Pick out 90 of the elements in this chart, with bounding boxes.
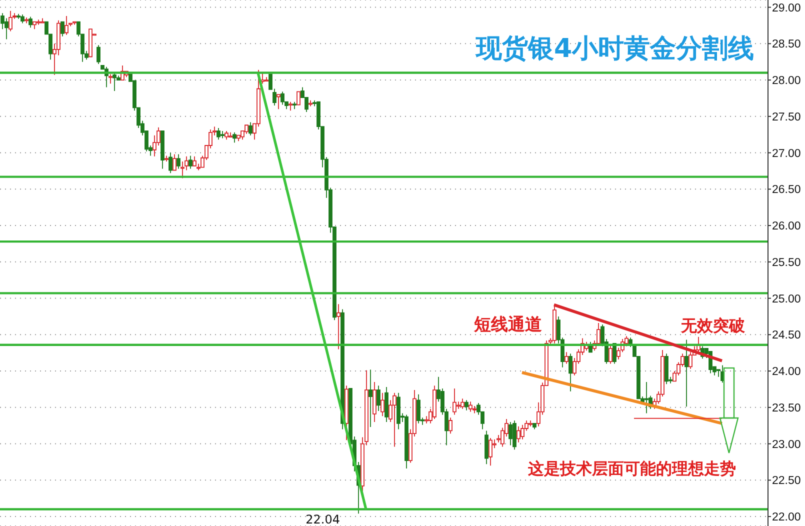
candlestick (608, 344, 612, 364)
candlestick (160, 130, 164, 170)
candlestick (236, 134, 240, 142)
y-tick-label: 22.50 (772, 475, 801, 488)
candlestick (112, 72, 116, 92)
y-tick-label: 24.00 (772, 366, 801, 378)
candlestick (72, 21, 76, 26)
candlestick (472, 406, 476, 414)
annotation: 这是技术层面可能的理想走势 (528, 459, 736, 480)
annotation: 短线通道 (474, 314, 542, 336)
candlestick (368, 369, 372, 428)
annotation: 无效突破 (681, 316, 745, 337)
candlestick (596, 322, 600, 346)
candlestick (276, 94, 280, 110)
candlestick (20, 14, 24, 24)
candlestick (684, 339, 688, 408)
candlestick (308, 100, 312, 107)
y-tick-label: 25.50 (772, 256, 801, 269)
candlestick (248, 122, 252, 136)
candlestick (468, 401, 472, 412)
candlestick (36, 19, 40, 26)
candlestick (168, 152, 172, 174)
y-tick-label: 23.00 (772, 438, 801, 451)
candlestick (96, 44, 100, 64)
candlestick (228, 132, 232, 138)
y-tick-label: 23.50 (772, 402, 801, 414)
annotation: 22.04 (306, 512, 340, 526)
candlestick (460, 398, 464, 410)
candlestick (24, 17, 28, 24)
candlestick (664, 353, 668, 385)
candlestick (288, 101, 292, 112)
candlestick (392, 392, 396, 448)
candlestick (532, 422, 536, 430)
candlestick (216, 128, 220, 140)
y-tick-label: 27.50 (772, 111, 801, 124)
candlestick (568, 353, 572, 392)
y-tick-label: 25.00 (772, 293, 801, 306)
candlestick (528, 420, 532, 427)
candlestick (396, 392, 400, 430)
candlestick (260, 72, 264, 84)
candlestick (164, 155, 168, 162)
candlestick (224, 130, 228, 140)
candlestick (172, 154, 176, 171)
candlestick (484, 430, 488, 465)
y-tick-label: 28.00 (772, 75, 801, 88)
candlestick (508, 422, 512, 446)
y-tick-label: 29.00 (772, 2, 801, 14)
candlestick (336, 304, 340, 350)
candlestick (372, 382, 376, 422)
candlestick (264, 76, 268, 82)
text: 现货银4小时黄金分割线 (476, 33, 754, 66)
y-tick-label: 28.50 (772, 38, 801, 51)
candlestick (344, 385, 348, 441)
candlestick (188, 155, 192, 170)
candlestick (28, 16, 32, 28)
candlestick (448, 417, 452, 434)
candlestick (512, 420, 516, 450)
y-tick-label: 27.00 (772, 148, 801, 160)
candlestick (516, 426, 520, 443)
candlestick (88, 28, 92, 58)
candlestick (416, 394, 420, 424)
candlestick (520, 424, 524, 440)
candlestick (644, 382, 648, 414)
candlestick (380, 392, 384, 417)
candlestick (280, 91, 284, 106)
candlestick (220, 130, 224, 139)
candlestick (452, 388, 456, 416)
candlestick (232, 132, 236, 144)
candlestick (32, 21, 36, 30)
candlestick (60, 21, 64, 37)
candlestick (64, 16, 68, 36)
candlestick (376, 385, 380, 412)
candlestick (464, 400, 468, 411)
candlestick (296, 91, 300, 106)
y-tick-label: 26.50 (772, 184, 801, 196)
candlestick (108, 74, 112, 84)
candlestick (40, 18, 44, 24)
y-tick-label: 22.00 (772, 512, 801, 524)
candlestick (292, 101, 296, 110)
candlestick (176, 154, 180, 170)
candlestick (432, 385, 436, 420)
candlestick (384, 386, 388, 422)
candlestick (404, 414, 408, 469)
candlestick (564, 352, 568, 364)
candlestick (192, 156, 196, 166)
candlestick (488, 438, 492, 466)
candlestick (16, 13, 20, 20)
y-tick-label: 26.00 (772, 220, 801, 233)
candlestick (8, 10, 12, 32)
y-tick-label: 24.50 (772, 330, 801, 342)
